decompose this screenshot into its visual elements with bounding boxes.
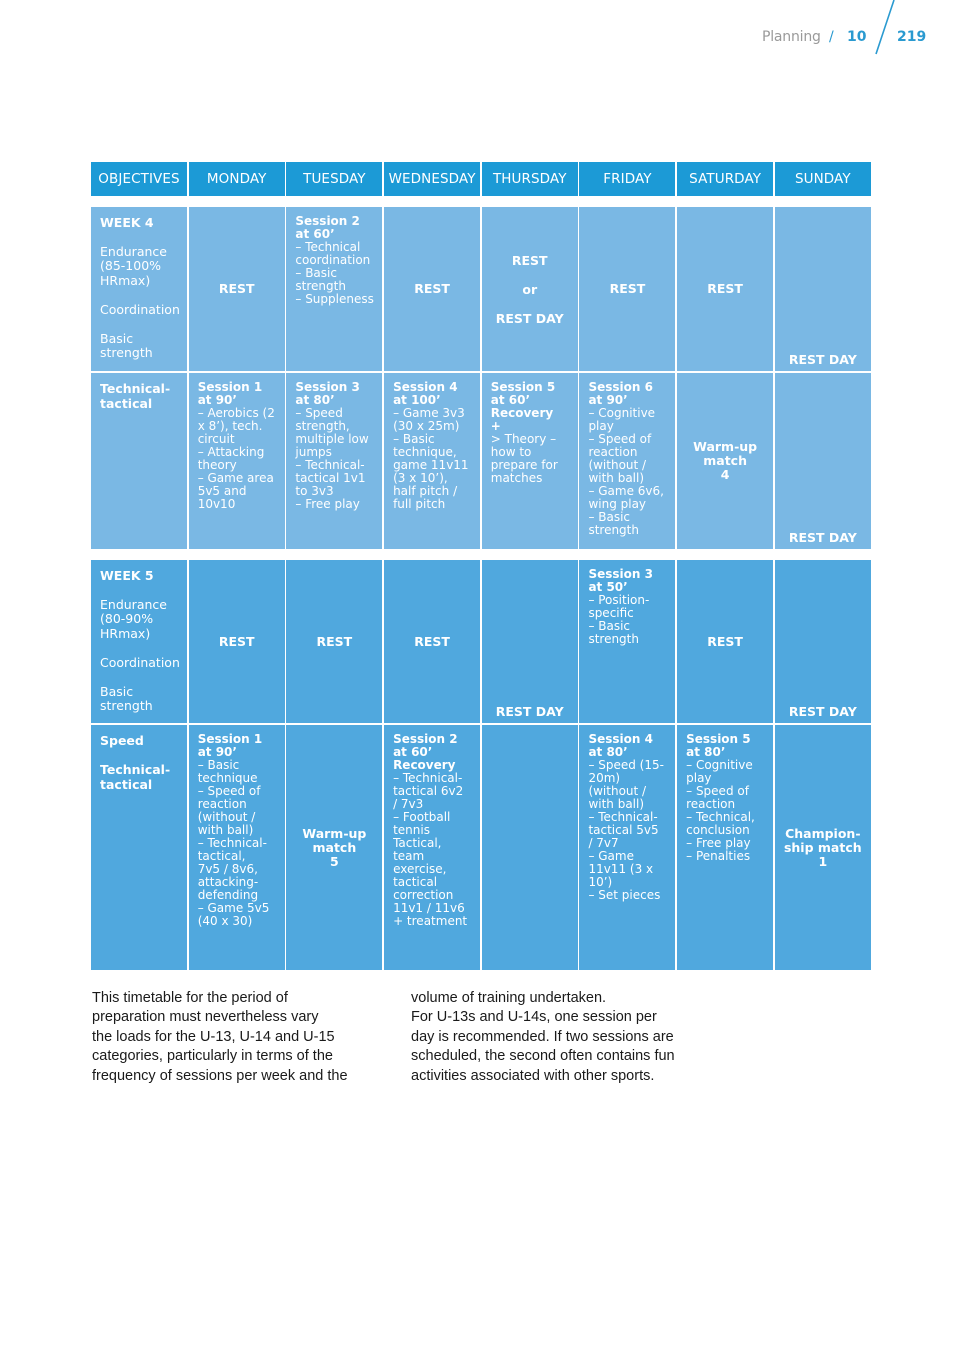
week4-saturday-rest: REST	[677, 207, 774, 372]
session-title: Session 2 at 60’	[295, 214, 360, 242]
week5-tuesday-rest: REST	[286, 560, 383, 724]
week5-thursday-empty	[481, 725, 578, 971]
header-wednesday: WEDNESDAY	[384, 162, 481, 196]
week5-friday-session: Session 3 at 50’ – Position- specific – …	[579, 560, 676, 724]
objectives-text: Endurance (80-90% HRmax) Coordination Ba…	[100, 596, 180, 714]
session-details: – Speed strength, multiple low jumps – T…	[295, 406, 369, 512]
session-title: Session 6 at 90’	[588, 380, 653, 408]
week4-thursday-rest: REST or REST DAY	[481, 207, 578, 372]
header-separator: /	[829, 29, 834, 45]
slash-divider-icon	[875, 0, 895, 55]
chapter-number: 10	[847, 29, 867, 45]
session-title: Session 2 at 60’ Recovery	[393, 732, 458, 773]
session-title: Session 3 at 50’	[588, 567, 653, 595]
week5-wednesday-session: Session 2 at 60’ Recovery – Technical- t…	[384, 725, 481, 971]
week-label: WEEK 5	[100, 568, 154, 584]
header-thursday: THURSDAY	[481, 162, 578, 196]
week5-saturday-rest: REST	[677, 560, 774, 724]
week4-saturday-match: Warm-up match 4	[677, 373, 774, 550]
week4-objectives: WEEK 4 Endurance (85-100% HRmax) Coordin…	[91, 207, 187, 372]
session-details: > Theory – how to prepare for matches	[490, 432, 558, 486]
week4-monday-rest: REST	[188, 207, 285, 372]
session-title: Session 5 at 80’	[686, 732, 751, 760]
week5-tuesday-match: Warm-up match 5	[286, 725, 383, 971]
session-details: – Game 3v3 (30 x 25m) – Basic technique,…	[393, 406, 469, 512]
session-title: Session 5 at 60’ Recovery +	[490, 380, 556, 434]
week4-thursday-session: Session 5 at 60’ Recovery + > Theory – h…	[481, 373, 578, 550]
week4-wednesday-rest: REST	[384, 207, 481, 372]
week4-tuesday-session: Session 2 at 60’ – Technical coordinatio…	[286, 207, 383, 372]
week5-wednesday-rest: REST	[384, 560, 481, 724]
week5-friday-session-2: Session 4 at 80’ – Speed (15- 20m) (with…	[579, 725, 676, 971]
session-details: – Cognitive play – Speed of reaction – T…	[686, 758, 755, 864]
week4-monday-session: Session 1 at 90’ – Aerobics (2 x 8’), te…	[188, 373, 285, 550]
week5-sunday-championship-match: Champion- ship match 1	[774, 725, 871, 971]
session-details: – Cognitive play – Speed of reaction (wi…	[588, 406, 664, 538]
week4-tuesday-session-2: Session 3 at 80’ – Speed strength, multi…	[286, 373, 383, 550]
header-saturday: SATURDAY	[677, 162, 774, 196]
header-sunday: SUNDAY	[774, 162, 871, 196]
week4-friday-rest: REST	[579, 207, 676, 372]
session-title: Session 4 at 80’	[588, 732, 653, 760]
week5-objectives-2: Speed Technical- tactical	[91, 725, 187, 971]
week5-objectives: WEEK 5 Endurance (80-90% HRmax) Coordina…	[91, 560, 187, 724]
week4-sunday-rest-day: REST DAY	[774, 207, 871, 372]
session-title: Session 1 at 90’	[197, 732, 263, 760]
body-text-column-2: volume of training undertaken. For U-13s…	[411, 990, 675, 1084]
spacer	[91, 550, 871, 559]
session-details: – Speed (15- 20m) (without / with ball) …	[588, 758, 664, 903]
body-text-column-1: This timetable for the period of prepara…	[92, 990, 348, 1084]
week4-objectives-2: Technical- tactical	[91, 373, 187, 550]
week5-monday-rest: REST	[188, 560, 285, 724]
week4-friday-session: Session 6 at 90’ – Cognitive play – Spee…	[579, 373, 676, 550]
objectives-text: Endurance (85-100% HRmax) Coordination B…	[100, 243, 180, 361]
header-tuesday: TUESDAY	[286, 162, 383, 196]
session-title: Session 1 at 90’	[197, 380, 263, 408]
session-title: Session 3 at 80’	[295, 380, 360, 408]
header-objectives: OBJECTIVES	[91, 162, 187, 196]
week5-thursday-rest-day: REST DAY	[481, 560, 578, 724]
session-details: – Aerobics (2 x 8’), tech. circuit – Att…	[197, 406, 275, 512]
session-details: – Technical coordination – Basic strengt…	[295, 240, 374, 307]
week5-saturday-session: Session 5 at 80’ – Cognitive play – Spee…	[677, 725, 774, 971]
session-details: – Technical- tactical 6v2 / 7v3 – Footba…	[393, 771, 468, 929]
week4-sunday-rest-day-2: REST DAY	[774, 373, 871, 550]
week-label: WEEK 4	[100, 215, 154, 231]
week5-monday-session: Session 1 at 90’ – Basic technique – Spe…	[188, 725, 285, 971]
week4-wednesday-session: Session 4 at 100’ – Game 3v3 (30 x 25m) …	[384, 373, 481, 550]
session-details: – Basic technique – Speed of reaction (w…	[197, 758, 270, 929]
session-title: Session 4 at 100’	[393, 380, 458, 408]
training-timetable: OBJECTIVES MONDAY TUESDAY WEDNESDAY THUR…	[91, 162, 871, 971]
section-name: Planning	[762, 29, 821, 45]
page-header: Planning / 10 219	[0, 0, 959, 66]
header-friday: FRIDAY	[579, 162, 676, 196]
header-monday: MONDAY	[188, 162, 285, 196]
week5-sunday-rest-day: REST DAY	[774, 560, 871, 724]
spacer	[91, 197, 871, 206]
page-number: 219	[897, 29, 927, 45]
session-details: – Position- specific – Basic strength	[588, 593, 650, 647]
